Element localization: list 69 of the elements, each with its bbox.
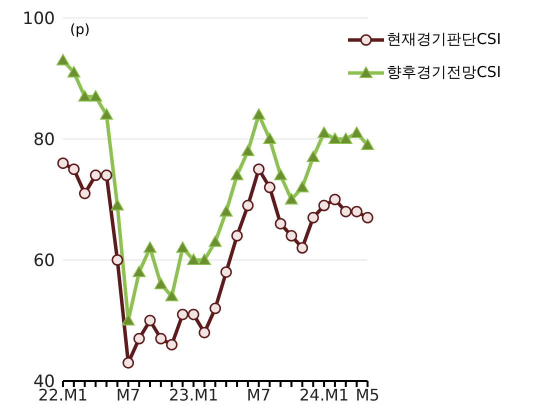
point: [350, 126, 364, 138]
y-tick-label: 80: [33, 130, 55, 150]
point: [263, 132, 276, 144]
point: [252, 108, 266, 120]
point: [241, 144, 254, 156]
point: [100, 108, 114, 120]
point: [110, 199, 124, 211]
point: [231, 230, 243, 242]
point: [220, 205, 233, 217]
point: [144, 314, 156, 326]
point: [79, 188, 91, 200]
point: [210, 302, 222, 314]
point: [286, 230, 298, 242]
point: [340, 206, 352, 218]
point: [90, 170, 102, 182]
point: [78, 90, 92, 102]
point: [274, 218, 286, 230]
point: [122, 314, 135, 326]
point: [155, 332, 167, 344]
point: [144, 241, 157, 253]
legend-label: 현재경기판단CSI: [386, 30, 501, 49]
point: [122, 357, 134, 369]
point: [154, 278, 168, 290]
point: [67, 66, 80, 78]
point: [318, 126, 331, 138]
point: [176, 308, 188, 320]
point: [187, 254, 200, 265]
point: [56, 54, 70, 66]
x-tick-label: M7: [246, 385, 271, 404]
point: [350, 206, 362, 218]
point: [198, 326, 210, 338]
point: [198, 254, 211, 265]
point: [188, 308, 200, 320]
point: [328, 132, 342, 144]
x-tick-label: M5: [356, 385, 380, 404]
point: [318, 200, 330, 212]
point: [165, 290, 178, 302]
point: [296, 180, 309, 192]
point: [307, 212, 319, 224]
point: [329, 194, 341, 206]
point: [112, 254, 124, 266]
x-tick-label: M7: [116, 385, 140, 404]
point: [264, 182, 276, 194]
point: [57, 157, 69, 169]
point: [296, 242, 308, 254]
point: [253, 164, 265, 175]
point: [230, 168, 244, 180]
point: [132, 266, 146, 278]
point: [68, 164, 80, 175]
y-axis-title: (p): [70, 22, 90, 38]
x-tick-label: 23.M1: [168, 385, 218, 404]
point: [220, 266, 232, 278]
point: [306, 150, 320, 162]
legend-label: 향후경기전망CSI: [386, 63, 501, 82]
point: [242, 200, 254, 212]
point: [339, 132, 352, 144]
y-tick-label: 60: [33, 251, 55, 272]
point: [166, 338, 178, 350]
point: [176, 241, 190, 253]
point: [274, 168, 288, 180]
point: [362, 212, 374, 224]
point: [89, 90, 102, 102]
point: [100, 170, 112, 182]
point: [361, 138, 374, 150]
point: [284, 193, 298, 204]
point: [208, 235, 222, 247]
point: [133, 332, 145, 344]
x-tick-label: 24.M1: [299, 385, 349, 404]
y-tick-label: 100: [22, 9, 55, 30]
